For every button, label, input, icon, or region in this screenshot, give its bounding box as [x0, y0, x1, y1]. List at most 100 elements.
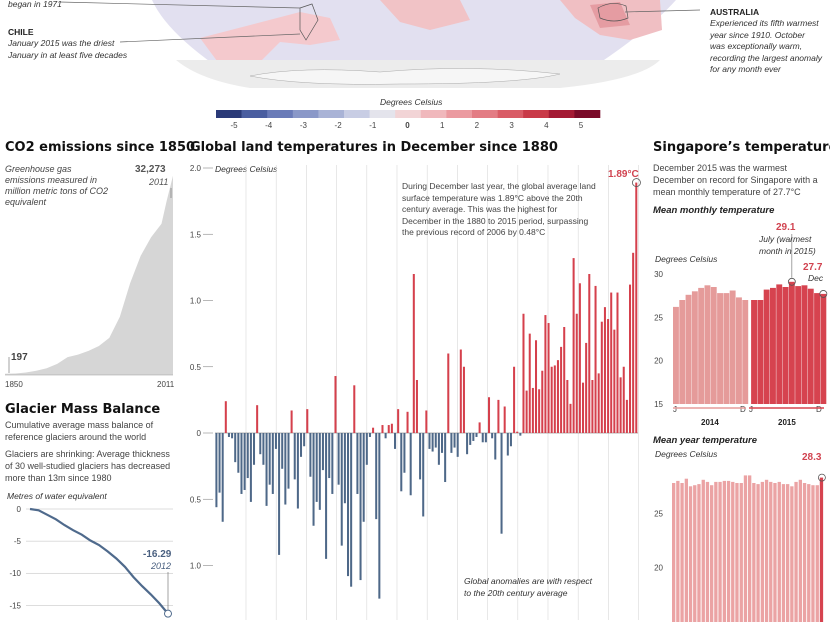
land-bar [632, 252, 635, 433]
land-bar [600, 321, 603, 433]
land-bar [563, 327, 566, 433]
land-bar [265, 433, 268, 506]
land-bar [284, 433, 287, 505]
co2-x-start: 1850 [5, 380, 23, 389]
land-bar [625, 399, 628, 434]
glacier-y-tick: -10 [9, 569, 21, 578]
land-bar [550, 366, 553, 433]
glacier-end-year: 2012 [151, 561, 172, 571]
sg-monthly-y-tick: 20 [654, 357, 663, 366]
land-bar [434, 433, 437, 448]
legend-swatch [344, 110, 370, 118]
land-bar [506, 433, 509, 456]
sg-dec-value: 27.7 [803, 262, 823, 273]
land-bar [234, 433, 237, 463]
map-legend-title: Degrees Celsius [380, 97, 443, 107]
land-bar [478, 422, 481, 433]
land-bar [412, 274, 415, 433]
land-bar [237, 433, 240, 473]
land-bar [569, 403, 572, 433]
land-bar [525, 390, 528, 433]
sg-monthly-bar [795, 286, 802, 404]
sg-monthly-bar [691, 291, 698, 404]
sg-monthly-bar [742, 300, 749, 404]
land-bar [246, 433, 249, 479]
sg-yearly-bar [769, 481, 773, 622]
glacier-y-tick: -5 [14, 537, 22, 546]
glacier-y-tick: -15 [9, 601, 21, 610]
land-bar [610, 292, 613, 433]
land-bar [240, 433, 243, 494]
sg-yearly-bar [722, 480, 727, 622]
sg-yearly-bar [760, 481, 765, 622]
land-bar [578, 283, 581, 433]
land-bar [372, 427, 375, 433]
land-bar [469, 433, 472, 445]
land-bar [259, 433, 262, 455]
co2-area [5, 175, 173, 375]
land-bar [253, 433, 256, 465]
legend-tick-label: -1 [369, 121, 377, 130]
sg-month-tick-d1: D [740, 405, 746, 414]
sg-monthly-bar [814, 293, 820, 404]
land-bar [271, 433, 274, 494]
co2-description: Greenhouse gas emissions measured in mil… [5, 164, 109, 207]
land-bar [353, 385, 356, 433]
glacier-description: Cumulative average mass balance of refer… [5, 420, 154, 442]
sg-monthly-bar [820, 293, 827, 404]
sg-month-tick-d2: D [816, 405, 822, 414]
land-bar [378, 433, 381, 599]
land-bar [387, 425, 390, 433]
land-bar [491, 433, 494, 439]
land-bar [585, 342, 588, 433]
land-bar [619, 377, 622, 433]
land-bar [318, 433, 321, 510]
land-bar [616, 292, 619, 433]
legend-tick-label: 4 [544, 121, 549, 130]
sg-yearly-bar [743, 475, 748, 622]
sg-yearly-bar [693, 485, 697, 622]
land-bar [503, 406, 506, 433]
land-bar [243, 433, 246, 490]
sg-dec-marker [819, 290, 828, 298]
sg-monthly-bar [770, 287, 776, 404]
sg-yearly-bar [726, 480, 731, 622]
legend-swatch [216, 110, 242, 118]
land-bar [384, 433, 387, 439]
sg-monthly-unit: Degrees Celsius [655, 254, 718, 264]
land-bar [227, 433, 230, 437]
land-bar [622, 366, 625, 433]
land-bar [249, 433, 252, 502]
land-y-tick: 1.0 [190, 297, 202, 306]
land-bar [522, 313, 525, 433]
land-bar [337, 433, 340, 485]
sg-monthly-bar [717, 293, 723, 404]
sg-yearly-bar [794, 481, 798, 622]
sg-yearly-bar [790, 486, 794, 622]
land-bar [347, 433, 350, 577]
sg-yearly-end-value: 28.3 [802, 452, 822, 463]
glacier-unit: Metres of water equivalent [7, 491, 107, 501]
land-bar [221, 433, 224, 522]
land-bar [406, 411, 409, 433]
sg-yearly-bar [697, 484, 701, 622]
land-bar [390, 423, 393, 434]
land-bar [315, 433, 318, 502]
land-bar [381, 425, 384, 433]
sg-monthly-bar [685, 294, 692, 404]
land-bar [516, 431, 519, 433]
sg-monthly-bar [782, 287, 789, 404]
land-bar [459, 349, 462, 433]
sg-yearly-bar [684, 478, 689, 622]
land-bar [575, 313, 578, 433]
legend-tick-label: 0 [405, 121, 410, 130]
land-bar [394, 433, 397, 449]
sg-month-tick-j1: J [673, 405, 677, 414]
land-bar [607, 319, 610, 433]
land-bar [453, 433, 456, 448]
land-bar [334, 376, 337, 433]
sg-yearly-bar [714, 481, 718, 622]
sg-monthly-bar [673, 306, 679, 404]
